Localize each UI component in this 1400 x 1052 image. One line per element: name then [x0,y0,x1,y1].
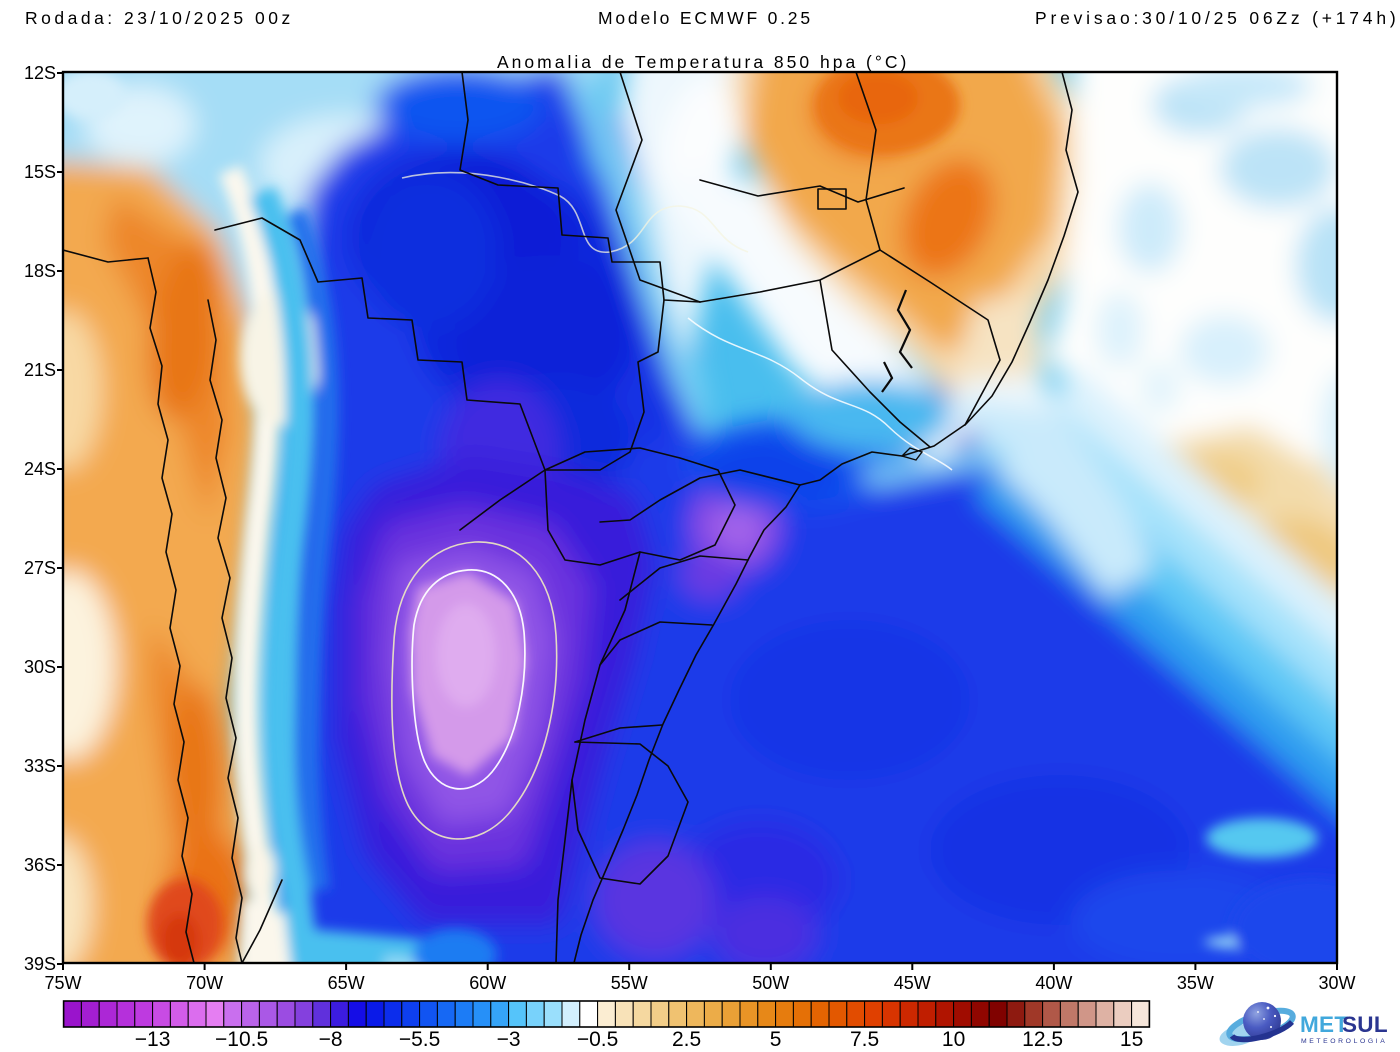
svg-text:15: 15 [1120,1028,1143,1051]
svg-text:70W: 70W [186,973,223,993]
svg-text:−10.5: −10.5 [215,1028,268,1051]
svg-text:Modelo ECMWF 0.25: Modelo ECMWF 0.25 [598,8,813,28]
svg-text:35W: 35W [1177,973,1214,993]
svg-text:30S: 30S [24,657,56,677]
svg-text:MET: MET [1300,1012,1348,1037]
svg-text:39S: 39S [24,954,56,974]
svg-text:7.5: 7.5 [850,1028,879,1051]
svg-text:30W: 30W [1318,973,1355,993]
svg-text:−8: −8 [319,1028,343,1051]
svg-text:33S: 33S [24,756,56,776]
svg-text:Anomalia de Temperatura 850 hp: Anomalia de Temperatura 850 hpa (°C) [497,52,909,72]
svg-text:60W: 60W [469,973,506,993]
svg-text:5: 5 [770,1028,782,1051]
svg-text:21S: 21S [24,360,56,380]
svg-text:2.5: 2.5 [672,1028,701,1051]
svg-text:−0.5: −0.5 [577,1028,618,1051]
svg-text:SUL: SUL [1342,1012,1388,1037]
svg-text:40W: 40W [1035,973,1072,993]
svg-text:50W: 50W [752,973,789,993]
svg-text:27S: 27S [24,558,56,578]
svg-text:18S: 18S [24,261,56,281]
svg-text:55W: 55W [611,973,648,993]
svg-text:Rodada: 23/10/2025 00z: Rodada: 23/10/2025 00z [25,8,294,28]
svg-text:65W: 65W [328,973,365,993]
svg-text:12.5: 12.5 [1022,1028,1063,1051]
svg-text:METEOROLOGIA: METEOROLOGIA [1301,1038,1387,1045]
svg-text:Previsao:30/10/25 06Zz (+174h): Previsao:30/10/25 06Zz (+174h) [1035,8,1400,28]
svg-text:10: 10 [942,1028,965,1051]
svg-text:15S: 15S [24,162,56,182]
svg-text:45W: 45W [894,973,931,993]
svg-text:75W: 75W [44,973,81,993]
svg-text:24S: 24S [24,459,56,479]
svg-text:−3: −3 [497,1028,521,1051]
svg-text:36S: 36S [24,855,56,875]
svg-text:−5.5: −5.5 [399,1028,440,1051]
svg-text:12S: 12S [24,63,56,83]
svg-text:−13: −13 [135,1028,171,1051]
